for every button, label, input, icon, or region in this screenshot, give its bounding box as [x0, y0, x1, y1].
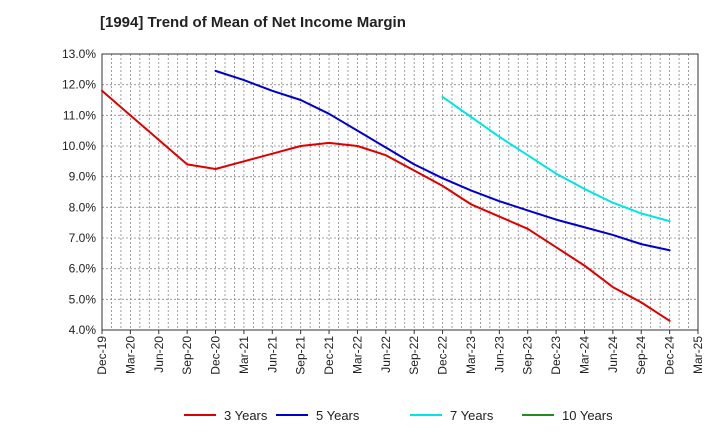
legend-item: 3 Years [184, 408, 268, 423]
x-tick-label: Dec-20 [209, 336, 223, 375]
y-tick-label: 11.0% [63, 108, 96, 122]
x-tick-label: Jun-22 [379, 336, 393, 373]
x-tick-label: Sep-21 [294, 336, 308, 375]
y-tick-label: 10.0% [62, 139, 96, 153]
legend-label: 5 Years [316, 408, 360, 423]
x-tick-label: Sep-23 [521, 336, 535, 375]
x-tick-label: Mar-24 [577, 336, 591, 374]
series-layer [101, 69, 671, 322]
x-tick-label: Sep-20 [180, 336, 194, 375]
x-tick-label: Dec-23 [549, 336, 563, 375]
x-tick-label: Jun-20 [152, 336, 166, 373]
x-tick-label: Mar-20 [123, 336, 137, 374]
y-tick-label: 4.0% [69, 323, 97, 337]
series-line-5-years [214, 69, 671, 252]
plot-area [101, 53, 699, 331]
chart-title: [1994] Trend of Mean of Net Income Margi… [100, 14, 406, 31]
plot-frame [101, 53, 699, 331]
gridlines [102, 54, 698, 330]
x-tick-label: Sep-24 [634, 336, 648, 375]
x-tick-label: Mar-21 [237, 336, 251, 374]
y-tick-label: 13.0% [62, 47, 96, 61]
x-tick-label: Sep-22 [407, 336, 421, 375]
legend-label: 3 Years [224, 408, 268, 423]
y-axis: 4.0% 5.0% 6.0% 7.0% 8.0% 9.0% 10.0% 11.0% 12.0% 1… [62, 47, 96, 337]
x-tick-label: Mar-25 [691, 336, 705, 374]
series-line-3-years [101, 89, 671, 322]
legend-item: 7 Years [410, 408, 494, 423]
x-tick-label: Dec-19 [95, 336, 109, 375]
x-tick-label: Mar-22 [350, 336, 364, 374]
x-axis: Dec-19 Mar-20 Jun-20 Sep-20 Dec-20 Mar-21 Jun-… [95, 330, 705, 375]
x-tick-label: Dec-21 [322, 336, 336, 375]
legend-label: 7 Years [450, 408, 494, 423]
x-tick-label: Jun-21 [265, 336, 279, 373]
y-tick-label: 8.0% [69, 200, 97, 214]
legend: 3 Years 5 Years 7 Years 10 Years [184, 408, 613, 423]
x-tick-label: Dec-24 [663, 336, 677, 375]
y-tick-label: 5.0% [69, 292, 97, 306]
plot-background [102, 54, 698, 330]
x-tick-label: Jun-24 [606, 336, 620, 373]
y-tick-label: 9.0% [69, 170, 97, 184]
y-tick-label: 12.0% [62, 78, 96, 92]
x-tick-label: Dec-22 [436, 336, 450, 375]
y-tick-label: 6.0% [69, 262, 97, 276]
legend-item: 10 Years [522, 408, 613, 423]
legend-item: 5 Years [276, 408, 360, 423]
x-tick-label: Jun-23 [492, 336, 506, 373]
series-line-7-years [441, 95, 671, 223]
y-tick-label: 7.0% [69, 231, 97, 245]
x-tick-label: Mar-23 [464, 336, 478, 374]
legend-label: 10 Years [562, 408, 613, 423]
